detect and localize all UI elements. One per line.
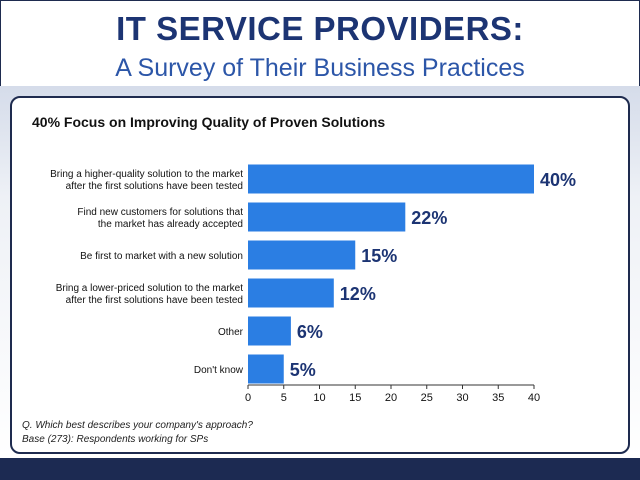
- category-label: Find new customers for solutions that the…: [77, 207, 243, 230]
- slide-subtitle: A Survey of Their Business Practices: [115, 54, 525, 82]
- value-label: 40%: [540, 170, 576, 190]
- x-tick-label: 10: [313, 392, 325, 404]
- x-tick-label: 35: [492, 392, 504, 404]
- category-label: Bring a lower-priced solution to the mar…: [56, 283, 244, 306]
- question-note: Q. Which best describes your company's a…: [22, 420, 253, 431]
- category-label: Other: [218, 327, 244, 338]
- x-tick-label: 5: [281, 392, 287, 404]
- category-label: Be first to market with a new solution: [80, 251, 243, 262]
- value-label: 5%: [290, 360, 316, 380]
- bar: [248, 354, 284, 384]
- x-tick-label: 20: [385, 392, 397, 404]
- bar: [248, 240, 356, 270]
- value-label: 6%: [297, 322, 323, 342]
- chart-panel: [10, 96, 630, 454]
- bar: [248, 202, 406, 232]
- x-tick-label: 25: [421, 392, 433, 404]
- category-label: Don't know: [194, 365, 244, 376]
- x-tick-label: 30: [456, 392, 468, 404]
- bar: [248, 278, 334, 308]
- value-label: 22%: [411, 208, 447, 228]
- base-note: Base (273): Respondents working for SPs: [22, 434, 209, 445]
- x-tick-label: 0: [245, 392, 251, 404]
- chart-title: 40% Focus on Improving Quality of Proven…: [32, 114, 386, 130]
- bar: [248, 164, 534, 194]
- x-tick-label: 40: [528, 392, 540, 404]
- bar: [248, 316, 291, 346]
- slide-title: IT SERVICE PROVIDERS:: [116, 10, 524, 47]
- value-label: 15%: [361, 246, 397, 266]
- category-label: Bring a higher-quality solution to the m…: [50, 169, 243, 192]
- x-tick-label: 15: [349, 392, 361, 404]
- footer-bar: [0, 458, 640, 480]
- value-label: 12%: [340, 284, 376, 304]
